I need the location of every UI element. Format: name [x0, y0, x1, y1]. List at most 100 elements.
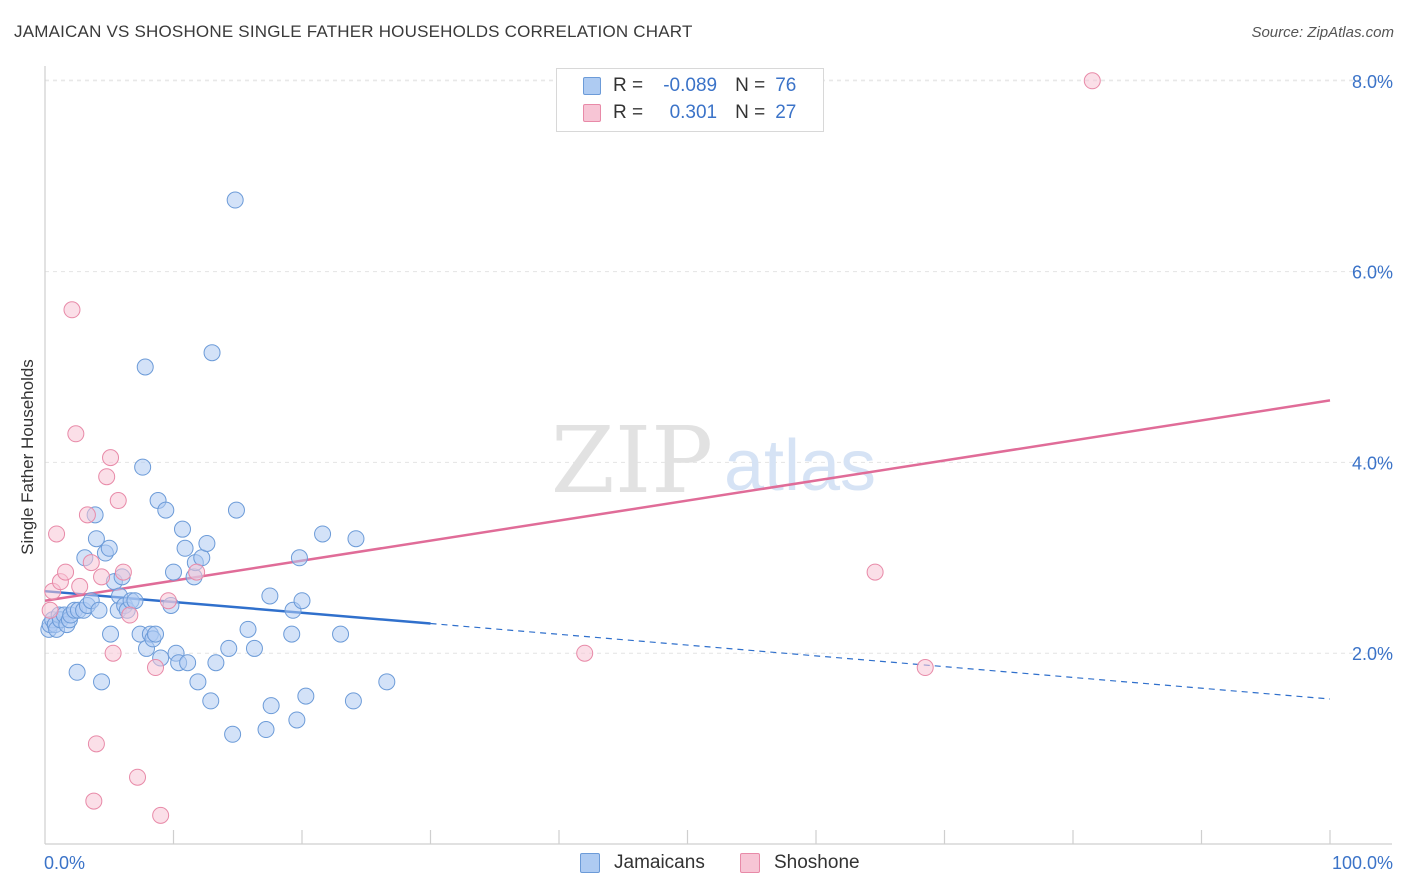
jamaicans-point: [347, 530, 365, 548]
jamaicans-point: [102, 625, 120, 643]
jamaicans-point: [179, 654, 197, 672]
grid-layer: [45, 79, 1392, 654]
jamaicans-point: [257, 721, 275, 739]
shoshone-point: [152, 806, 170, 824]
jamaicans-point: [100, 539, 118, 557]
shoshone-point: [129, 768, 147, 786]
jamaicans-point: [87, 530, 105, 548]
shoshone-trend-line: [44, 399, 1331, 602]
legend-r-value-jamaicans: -0.089: [663, 75, 718, 96]
jamaicans-point: [126, 592, 144, 610]
y-tick-label-1: 4.0%: [1352, 453, 1393, 473]
legend-r-value-shoshone: 0.301: [669, 102, 718, 123]
jamaicans-point: [314, 525, 332, 543]
jamaicans-points: [40, 191, 396, 743]
jamaicans-point: [134, 458, 152, 476]
jamaicans-point: [203, 344, 221, 362]
shoshone-point: [82, 554, 100, 572]
legend-n-label: N =: [735, 75, 766, 96]
shoshone-point: [102, 449, 120, 467]
jamaicans-point: [332, 625, 350, 643]
legend-label-jamaicans: Jamaicans: [614, 852, 705, 873]
shoshone-point: [87, 735, 105, 753]
jamaicans-point: [173, 520, 191, 538]
shoshone-point: [41, 601, 59, 619]
legend-n-label: N =: [735, 102, 766, 123]
jamaicans-point: [245, 639, 263, 657]
shoshone-point: [104, 644, 122, 662]
jamaicans-point: [227, 501, 245, 519]
jamaicans-point: [198, 534, 216, 552]
y-tick-label-2: 6.0%: [1352, 263, 1393, 283]
shoshone-point: [63, 301, 81, 319]
legend-item-jamaicans[interactable]: Jamaicans: [580, 852, 705, 874]
jamaicans-point: [189, 673, 207, 691]
legend-item-shoshone[interactable]: Shoshone: [740, 852, 860, 874]
legend-r-label: R =: [613, 75, 644, 96]
series-legend: Jamaicans Shoshone: [0, 852, 1406, 876]
jamaicans-point: [288, 711, 306, 729]
jamaicans-point: [262, 697, 280, 715]
shoshone-point: [866, 563, 884, 581]
legend-swatch-shoshone: [740, 853, 760, 873]
y-tick-label-0: 2.0%: [1352, 644, 1393, 664]
jamaicans-point: [344, 692, 362, 710]
shoshone-point: [93, 568, 111, 586]
jamaicans-point: [378, 673, 396, 691]
shoshone-point: [67, 425, 85, 443]
legend-swatch-jamaicans: [583, 77, 601, 95]
jamaicans-point: [157, 501, 175, 519]
legend-swatch-jamaicans: [580, 853, 600, 873]
legend-swatch-shoshone: [583, 104, 601, 122]
jamaicans-point: [297, 687, 315, 705]
jamaicans-point: [283, 625, 301, 643]
y-tick-labels: 2.0% 4.0% 6.0% 8.0%: [1352, 72, 1393, 664]
jamaicans-trend-dashed: [430, 622, 1331, 700]
shoshone-point: [147, 659, 165, 677]
shoshone-point: [57, 563, 75, 581]
source-credit: Source: ZipAtlas.com: [1251, 24, 1394, 41]
jamaicans-point: [239, 620, 257, 638]
legend-label-shoshone: Shoshone: [774, 852, 860, 873]
shoshone-points: [41, 72, 1101, 824]
jamaicans-point: [90, 601, 108, 619]
shoshone-point: [109, 492, 127, 510]
shoshone-point: [159, 592, 177, 610]
jamaicans-point: [207, 654, 225, 672]
jamaicans-point: [193, 549, 211, 567]
jamaicans-point: [293, 592, 311, 610]
jamaicans-point: [261, 587, 279, 605]
x-tick-label-min: 0.0%: [44, 853, 86, 873]
jamaicans-point: [93, 673, 111, 691]
jamaicans-trend-solid: [44, 589, 431, 625]
shoshone-point: [85, 792, 103, 810]
x-tick-label-max: 100.0%: [1331, 853, 1393, 873]
legend-row-shoshone: R = 0.301 N = 27: [583, 102, 796, 124]
legend-n-value-shoshone: 27: [775, 102, 797, 123]
shoshone-point: [98, 468, 116, 486]
chart-title: JAMAICAN VS SHOSHONE SINGLE FATHER HOUSE…: [14, 22, 693, 41]
jamaicans-point: [224, 725, 242, 743]
jamaicans-point: [136, 358, 154, 376]
jamaicans-point: [147, 625, 165, 643]
watermark-zip: ZIP: [551, 407, 713, 514]
shoshone-point: [188, 563, 206, 581]
trend-lines: [44, 399, 1331, 700]
jamaicans-point: [220, 639, 238, 657]
shoshone-point: [916, 659, 934, 677]
jamaicans-point: [165, 563, 182, 581]
jamaicans-point: [226, 191, 244, 209]
jamaicans-point: [68, 663, 86, 681]
legend-row-jamaicans: R = -0.089 N = 76: [583, 75, 796, 97]
shoshone-point: [48, 525, 66, 543]
shoshone-point: [78, 506, 96, 524]
shoshone-point: [114, 563, 132, 581]
jamaicans-point: [176, 539, 194, 557]
watermark: ZIP atlas: [551, 407, 876, 514]
shoshone-point: [71, 577, 89, 595]
jamaicans-point: [202, 692, 220, 710]
shoshone-point: [576, 644, 594, 662]
shoshone-point: [1083, 72, 1101, 90]
shoshone-point: [121, 606, 139, 624]
